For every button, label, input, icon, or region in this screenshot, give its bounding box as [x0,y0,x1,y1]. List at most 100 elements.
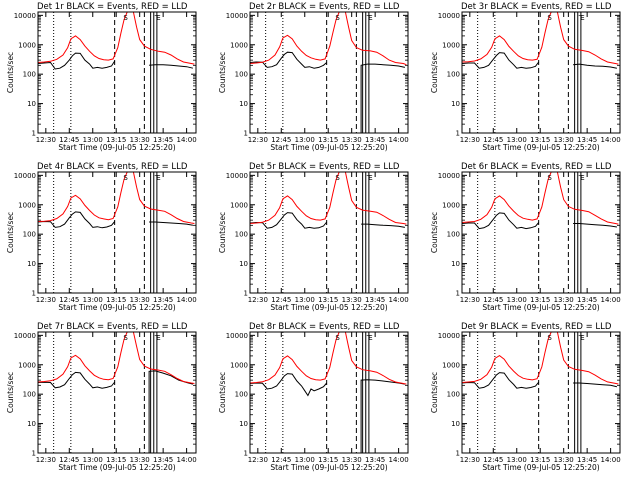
x-tick-label: 13:30 [554,456,574,464]
y-tick-label: 10000 [14,172,36,180]
x-tick-label: 13:00 [507,296,527,304]
x-tick-label: 14:00 [389,456,409,464]
lld-series-line [132,332,195,384]
x-tick-label: 13:45 [577,296,597,304]
panel-2: Det 2r BLACK = Events, RED = LLD 1 10 100 10… [218,2,409,152]
x-tick-label: 13:45 [577,456,597,464]
y-tick-label: 1000 [18,201,36,209]
panel-title: Det 9r BLACK = Events, RED = LLD [461,322,612,332]
plot-frame [461,11,621,134]
y-axis-label: Counts/sec [218,372,227,413]
events-series-line [573,223,617,228]
x-axis-label: Start Time (09-Jul-05 12:25:20) [270,463,387,472]
marker-letter: E [368,14,372,22]
x-tick-label: 13:00 [507,136,527,144]
y-tick-label: 10 [239,260,248,268]
panel-title: Det 3r BLACK = Events, RED = LLD [461,2,612,12]
y-tick-label: 100 [235,391,248,399]
x-tick-label: 12:30 [460,296,480,304]
x-tick-label: 14:00 [177,456,197,464]
y-tick-label: 10000 [226,12,248,20]
x-tick-label: 12:30 [36,136,56,144]
y-axis-label: Counts/sec [430,52,439,93]
x-tick-label: 13:45 [365,136,385,144]
y-tick-label: 10000 [438,332,460,340]
events-series-line [149,64,194,69]
plot-frame [249,11,409,134]
y-tick-label: 10 [451,100,460,108]
x-tick-label: 14:00 [389,296,409,304]
lld-series-line [556,172,619,225]
x-tick-label: 12:30 [248,136,268,144]
panel-7: Det 7r BLACK = Events, RED = LLD 1 10 100 10… [6,322,197,472]
x-tick-label: 13:15 [318,296,338,304]
y-axis-label: Counts/sec [430,372,439,413]
events-series-line [462,52,540,69]
y-tick-label: 10000 [438,172,460,180]
y-tick-label: 1 [244,130,248,138]
y-tick-label: 1 [32,130,36,138]
events-series-line [250,51,328,69]
events-series-line [462,372,540,389]
panel-title: Det 6r BLACK = Events, RED = LLD [461,162,612,172]
lld-series-line [250,332,340,384]
y-tick-label: 1 [456,130,460,138]
x-tick-label: 13:45 [365,296,385,304]
lld-series-line [344,12,407,66]
events-series-line [573,382,618,388]
lld-series-line [132,172,195,224]
x-tick-label: 14:00 [177,296,197,304]
x-tick-label: 13:45 [153,456,173,464]
lld-series-line [38,332,128,383]
lld-series-line [556,12,619,65]
y-tick-label: 1000 [230,361,248,369]
events-series-line [250,212,328,229]
x-tick-label: 13:15 [318,456,338,464]
y-tick-label: 10000 [14,332,36,340]
plot-area [38,332,195,453]
marker-letter: S [335,334,340,342]
y-tick-label: 1000 [442,361,460,369]
panel-8: Det 8r BLACK = Events, RED = LLD 1 10 100 10… [218,322,409,472]
x-tick-label: 13:30 [130,136,150,144]
events-series-line [573,63,617,69]
y-tick-label: 10000 [438,12,460,20]
x-tick-label: 13:30 [554,296,574,304]
y-axis-label: Counts/sec [218,212,227,253]
x-axis-label: Start Time (09-Jul-05 12:25:20) [58,143,175,152]
plot-area [462,172,619,293]
marker-letter: T [154,174,160,182]
plot-area [38,172,195,293]
y-tick-label: 1000 [442,201,460,209]
plot-frame [37,171,197,294]
x-tick-label: 12:30 [36,296,56,304]
y-axis-label: Counts/sec [6,212,15,253]
marker-letter: E [580,174,584,182]
x-tick-label: 13:00 [507,456,527,464]
y-axis-label: Counts/sec [6,372,15,413]
marker-letter: T [154,14,160,22]
lld-series-line [38,172,128,222]
events-series-line [148,370,194,453]
panel-1: Det 1r BLACK = Events, RED = LLD 1 10 100 10… [6,2,197,152]
x-tick-label: 12:30 [460,136,480,144]
x-tick-label: 14:00 [601,456,621,464]
y-tick-label: 100 [23,391,36,399]
y-tick-label: 10 [239,420,248,428]
x-tick-label: 14:00 [389,136,409,144]
events-series-line [149,221,193,226]
x-tick-label: 13:30 [342,456,362,464]
y-tick-label: 100 [23,71,36,79]
y-tick-label: 1 [244,290,248,298]
x-tick-label: 13:00 [83,296,103,304]
y-axis-label: Counts/sec [218,52,227,93]
y-tick-label: 1000 [18,361,36,369]
lld-series-line [462,332,552,383]
x-tick-label: 13:45 [365,456,385,464]
y-axis-label: Counts/sec [430,212,439,253]
marker-letter: E [580,14,584,22]
plot-frame [461,331,621,454]
plot-area [250,172,407,293]
plot-area [462,12,619,133]
